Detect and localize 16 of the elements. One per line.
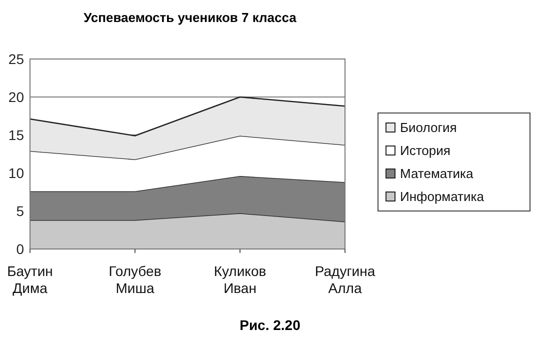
y-tick-label: 20 [8,89,24,105]
y-tick-label: 0 [16,241,24,257]
x-tick-label: Куликов Иван [214,263,266,296]
y-tick-label: 5 [16,203,24,219]
y-tick-label: 10 [8,165,24,181]
legend-label: Математика [400,166,474,181]
chart-title: Успеваемость учеников 7 класса [84,10,298,25]
legend-label: Биология [400,120,457,135]
x-tick-label: Баутин Дима [7,263,53,296]
text: Рис. 2.20 [240,317,301,333]
x-tick-label: Радугина Алла [314,263,376,296]
legend-label: История [400,143,450,158]
legend-label: Информатика [400,189,485,204]
y-tick-label: 15 [8,127,24,143]
y-tick-label: 25 [8,51,24,67]
x-tick-label: Голубев Миша [108,263,162,296]
